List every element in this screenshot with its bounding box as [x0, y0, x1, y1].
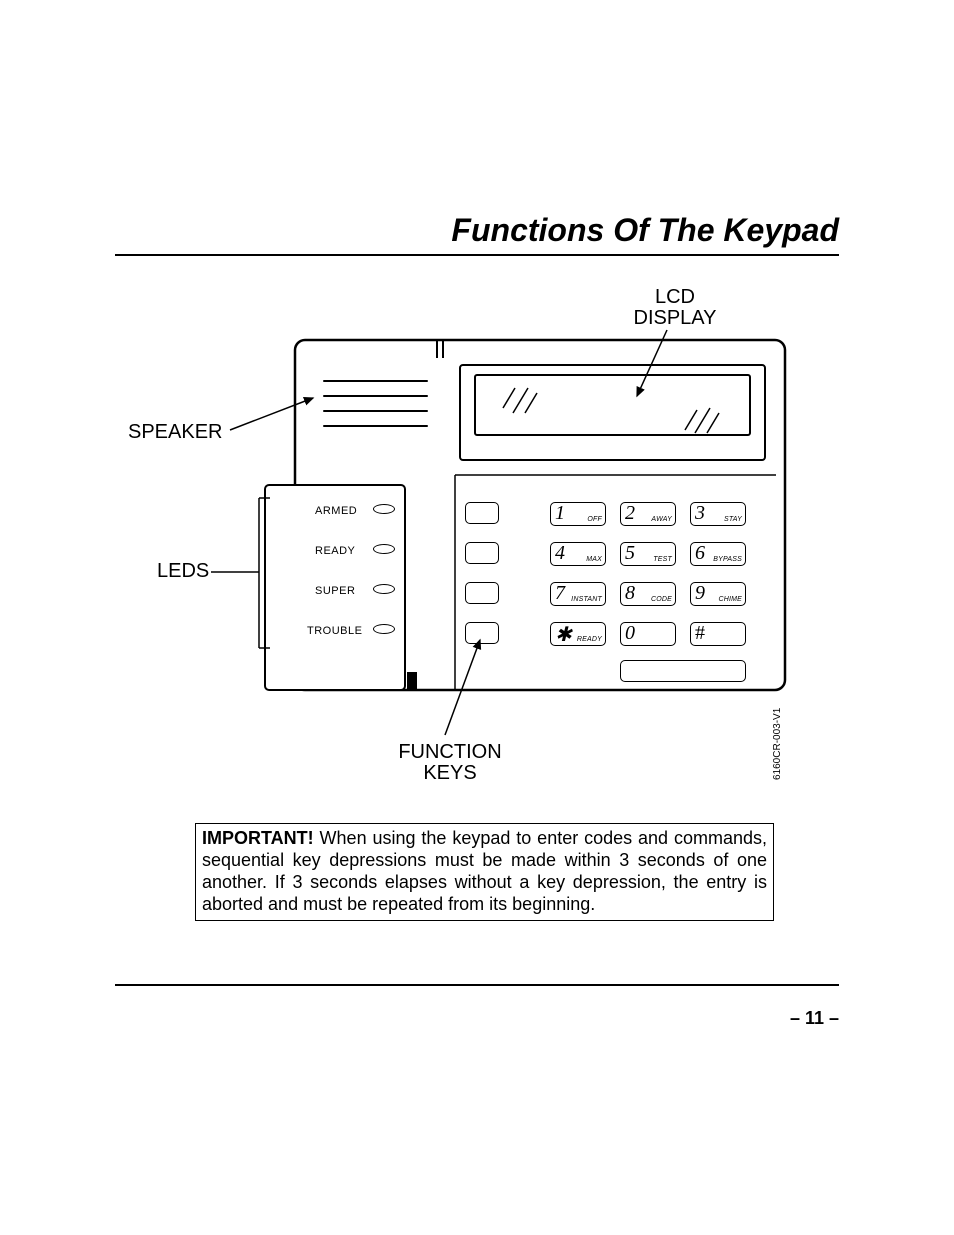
key-hash[interactable]: #	[690, 622, 746, 646]
function-key-c[interactable]	[465, 582, 499, 604]
key-2[interactable]: 2 AWAY	[620, 502, 676, 526]
key-sub: CODE	[651, 596, 672, 603]
key-sub: BYPASS	[713, 556, 742, 563]
key-digit: 3	[695, 502, 705, 525]
led-indicator	[373, 584, 395, 594]
key-digit: 0	[625, 622, 635, 645]
doc-code: 6160CR-003-V1	[772, 708, 783, 780]
key-4[interactable]: 4 MAX	[550, 542, 606, 566]
key-3[interactable]: 3 STAY	[690, 502, 746, 526]
key-sub: TEST	[653, 556, 672, 563]
key-9[interactable]: 9 CHIME	[690, 582, 746, 606]
key-digit: 8	[625, 582, 635, 605]
page-number: – 11 –	[790, 1008, 839, 1029]
led-label-super: SUPER	[315, 585, 355, 597]
diagram-svg	[115, 280, 839, 800]
led-indicator	[373, 504, 395, 514]
key-panic-blank[interactable]	[620, 660, 746, 682]
led-label-trouble: TROUBLE	[307, 625, 362, 637]
speaker-grille	[323, 380, 428, 382]
key-8[interactable]: 8 CODE	[620, 582, 676, 606]
bottom-rule	[115, 984, 839, 986]
key-digit: ✱	[555, 622, 572, 647]
function-key-a[interactable]	[465, 502, 499, 524]
key-digit: 7	[555, 582, 565, 605]
important-note: IMPORTANT! When using the keypad to ente…	[195, 823, 774, 921]
led-indicator	[373, 624, 395, 634]
key-sub: READY	[577, 636, 602, 643]
keypad-diagram: ARMED READY SUPER TROUBLE 1 OFF 2 AWAY 3…	[115, 280, 839, 800]
speaker-grille	[323, 410, 428, 412]
led-label-ready: READY	[315, 545, 355, 557]
key-sub: AWAY	[651, 516, 672, 523]
key-6[interactable]: 6 BYPASS	[690, 542, 746, 566]
key-star[interactable]: ✱ READY	[550, 622, 606, 646]
important-bold: IMPORTANT!	[202, 828, 314, 848]
led-label-armed: ARMED	[315, 505, 357, 517]
key-1[interactable]: 1 OFF	[550, 502, 606, 526]
led-indicator	[373, 544, 395, 554]
key-digit: 5	[625, 542, 635, 565]
key-sub: CHIME	[718, 596, 742, 603]
page-title: Functions Of The Keypad	[451, 212, 839, 249]
key-sub: OFF	[587, 516, 602, 523]
speaker-grille	[323, 425, 428, 427]
function-key-d[interactable]	[465, 622, 499, 644]
title-rule	[115, 254, 839, 256]
key-0[interactable]: 0	[620, 622, 676, 646]
key-digit: #	[695, 622, 705, 645]
function-key-b[interactable]	[465, 542, 499, 564]
key-sub: STAY	[724, 516, 742, 523]
key-digit: 1	[555, 502, 565, 525]
key-digit: 9	[695, 582, 705, 605]
key-sub: INSTANT	[571, 596, 602, 603]
key-sub: MAX	[586, 556, 602, 563]
key-digit: 2	[625, 502, 635, 525]
speaker-grille	[323, 395, 428, 397]
key-digit: 4	[555, 542, 565, 565]
key-digit: 6	[695, 542, 705, 565]
key-5[interactable]: 5 TEST	[620, 542, 676, 566]
key-7[interactable]: 7 INSTANT	[550, 582, 606, 606]
